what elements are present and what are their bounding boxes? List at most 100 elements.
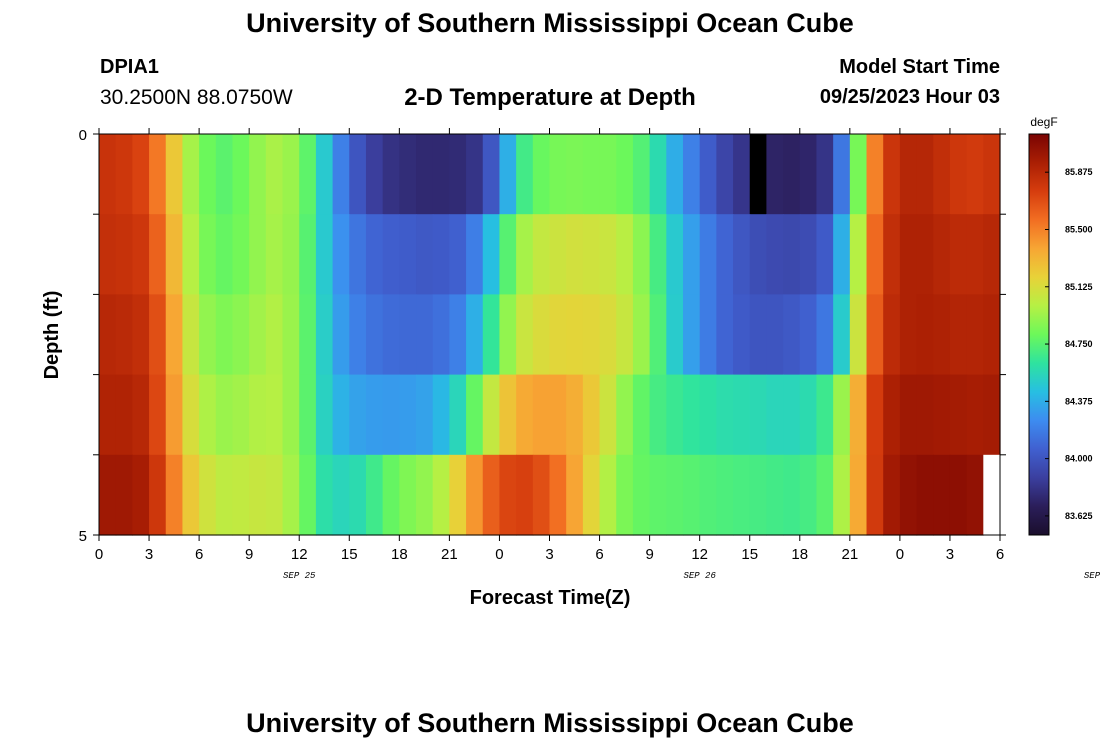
heatmap-cell [516,134,534,215]
heatmap-cell [716,214,734,295]
heatmap-cell [315,454,334,536]
colorbar-tick-label: 83.625 [1065,511,1093,521]
heatmap-cell [582,374,601,456]
heatmap-cell [466,374,484,456]
heatmap-cell [883,374,901,456]
heatmap-cell [165,374,184,456]
heatmap-cell [482,214,501,295]
heatmap-cell [349,454,367,536]
heatmap-cell [349,214,367,295]
heatmap-cell [799,294,818,376]
heatmap-cell [716,374,734,456]
heatmap-cell [716,294,734,376]
x-tick-label: 3 [946,546,954,563]
date-label: SEP 26 [683,571,716,581]
heatmap-cell [616,294,634,376]
heatmap-cell [766,374,784,456]
heatmap-cell [566,374,584,456]
heatmap-cell [749,374,768,456]
heatmap-cell [232,454,250,536]
heatmap-cell [966,294,984,376]
heatmap-cell [816,294,834,376]
heatmap-cell [382,294,400,376]
heatmap-cell [983,214,1001,295]
heatmap-cell [332,294,350,376]
heatmap-cell [616,454,634,536]
heatmap-cell [866,134,884,215]
heatmap-cell [416,214,434,295]
heatmap-cell [632,454,651,536]
heatmap-cell [115,454,133,536]
heatmap-cell [599,374,617,456]
heatmap-cell [432,294,450,376]
heatmap-cell [949,294,968,376]
heatmap-cell [299,214,317,295]
heatmap-cell [816,374,834,456]
heatmap-cell [899,374,918,456]
heatmap-cell [149,454,167,536]
heatmap-cell [749,454,768,536]
heatmap-cell [616,214,634,295]
heatmap-cell [733,214,751,295]
heatmap-cell [99,454,117,536]
x-tick-label: 0 [896,546,904,563]
colorbar-tick-label: 84.000 [1065,454,1093,464]
heatmap-cell [566,214,584,295]
x-tick-label: 6 [996,546,1004,563]
heatmap-cell [332,214,350,295]
model-start-value: 09/25/2023 Hour 03 [819,86,1000,108]
heatmap-cell [766,214,784,295]
heatmap-cell [616,374,634,456]
heatmap-cell [282,134,300,215]
heatmap-cell [265,374,284,456]
heatmap-cell [549,214,567,295]
heatmap-cell [282,214,300,295]
heatmap-cell [466,294,484,376]
plot-subtitle: 2-D Temperature at Depth [404,84,696,111]
x-tick-label: 18 [791,546,808,563]
heatmap-cell [716,454,734,536]
heatmap-cell [199,134,217,215]
heatmap-cell [516,294,534,376]
heatmap-cell [733,454,751,536]
heatmap-cell [716,134,734,215]
x-tick-label: 6 [595,546,603,563]
heatmap-cell [115,134,133,215]
heatmap-cell [215,454,234,536]
heatmap-cell [315,294,334,376]
heatmap-cell [866,294,884,376]
heatmap-cell [733,374,751,456]
heatmap-cells [99,134,1001,536]
heatmap-cell [499,134,517,215]
heatmap-cell [416,374,434,456]
heatmap-cell [149,294,167,376]
heatmap-cell [916,374,934,456]
heatmap-cell [783,454,801,536]
heatmap-cell [466,134,484,215]
heatmap-cell [916,134,934,215]
heatmap-cell [916,454,934,536]
x-axis-title: Forecast Time(Z) [470,587,631,609]
heatmap-cell [432,374,450,456]
heatmap-cell [733,134,751,215]
heatmap-cell [783,134,801,215]
heatmap-cell [966,214,984,295]
heatmap-cell [883,454,901,536]
heatmap-cell [215,214,234,295]
heatmap-cell [933,374,951,456]
heatmap-cell [482,454,501,536]
heatmap-cell [649,214,667,295]
station-coordinates: 30.2500N 88.0750W [100,86,293,109]
heatmap-cell [99,134,117,215]
heatmap-cell [566,454,584,536]
heatmap-cell [449,214,467,295]
colorbar-tick-label: 84.750 [1065,339,1093,349]
heatmap-cell [849,134,868,215]
heatmap-cell [549,134,567,215]
heatmap-cell [132,374,150,456]
heatmap-cell [99,294,117,376]
x-tick-label: 3 [545,546,553,563]
heatmap-cell [199,214,217,295]
x-tick-label: 21 [441,546,458,563]
heatmap-cell [632,294,651,376]
